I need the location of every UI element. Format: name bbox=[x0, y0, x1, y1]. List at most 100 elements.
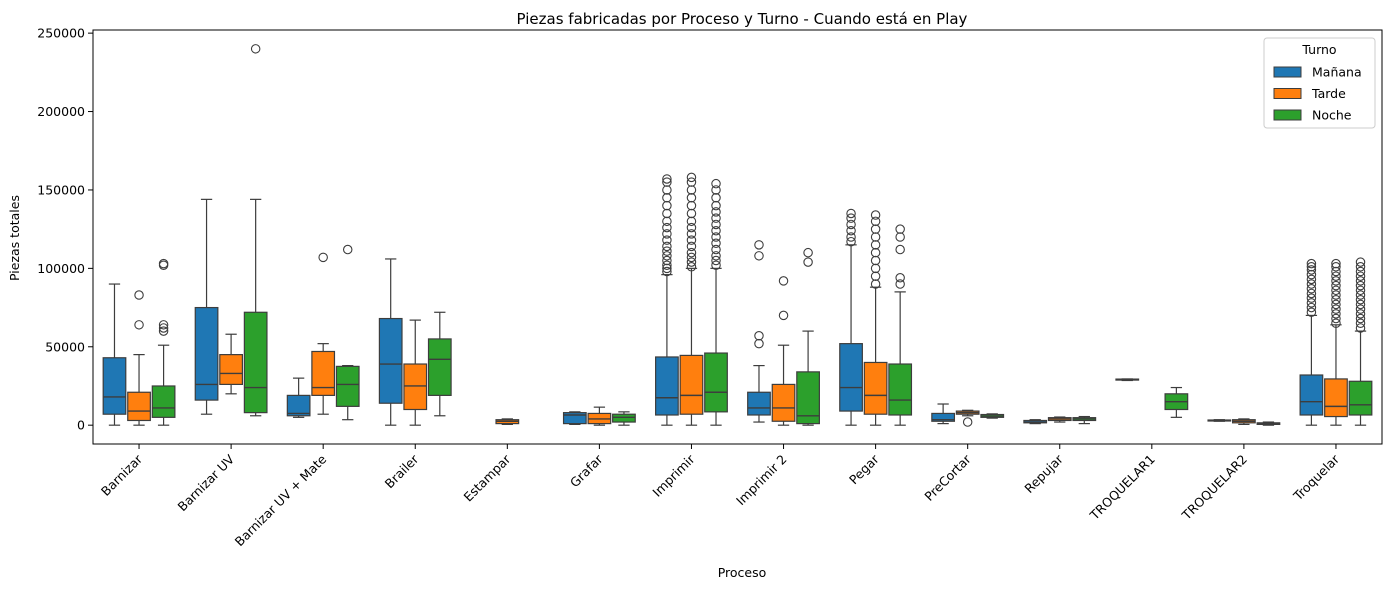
outlier-point bbox=[686, 193, 697, 203]
box-2-0 bbox=[286, 377, 311, 418]
box-body bbox=[704, 352, 728, 413]
legend-title: Turno bbox=[1301, 42, 1336, 57]
x-tick-label: Grafar bbox=[567, 451, 606, 490]
box-1-1 bbox=[219, 333, 244, 395]
box-2-1 bbox=[311, 252, 336, 415]
outlier-point bbox=[158, 258, 169, 269]
chart-title: Piezas fabricadas por Proceso y Turno - … bbox=[517, 10, 968, 28]
outlier-point bbox=[1355, 290, 1366, 300]
outlier-point bbox=[895, 279, 905, 289]
box-13-0 bbox=[1299, 258, 1324, 426]
outlier-point bbox=[754, 251, 764, 261]
outlier-point bbox=[870, 210, 881, 220]
y-axis-label: Piezas totales bbox=[7, 195, 22, 281]
outlier-point bbox=[1306, 283, 1317, 294]
outlier-point bbox=[1355, 299, 1366, 310]
outlier-point bbox=[1331, 271, 1341, 281]
outlier-point bbox=[846, 225, 856, 236]
outlier-point bbox=[711, 207, 721, 217]
outlier-point bbox=[870, 255, 881, 266]
outlier-point bbox=[711, 251, 721, 261]
box-1-2 bbox=[243, 44, 268, 417]
outlier-point bbox=[686, 222, 697, 233]
y-tick-label: 100000 bbox=[37, 261, 85, 276]
outlier-point bbox=[662, 266, 672, 277]
outlier-point bbox=[1306, 258, 1317, 269]
outlier-point bbox=[134, 320, 144, 330]
outlier-point bbox=[870, 240, 881, 250]
outlier-point bbox=[686, 252, 697, 263]
outlier-point bbox=[250, 44, 261, 54]
outlier-point bbox=[711, 219, 721, 230]
outlier-point bbox=[754, 240, 764, 250]
box-10-0 bbox=[1023, 419, 1048, 425]
outlier-point bbox=[686, 172, 697, 183]
box-7-1 bbox=[771, 276, 796, 426]
x-tick-label: Imprimir bbox=[649, 451, 698, 500]
box-0-2 bbox=[151, 258, 176, 426]
outlier-point bbox=[778, 276, 789, 286]
outlier-point bbox=[662, 177, 672, 187]
outlier-point bbox=[711, 244, 721, 255]
outlier-point bbox=[662, 246, 672, 256]
x-tick-label: TROQUELAR2 bbox=[1178, 452, 1250, 524]
box-body bbox=[311, 350, 336, 396]
box-body bbox=[427, 338, 452, 396]
y-tick-label: 150000 bbox=[37, 182, 85, 197]
outlier-point bbox=[1331, 309, 1341, 319]
outlier-point bbox=[662, 200, 672, 211]
box-0-1 bbox=[127, 290, 151, 426]
outlier-point bbox=[711, 232, 721, 242]
outlier-point bbox=[662, 174, 672, 184]
box-body bbox=[127, 391, 151, 422]
outlier-point bbox=[711, 260, 721, 270]
outlier-point bbox=[711, 213, 721, 223]
box-body bbox=[863, 361, 888, 415]
outlier-point bbox=[1355, 309, 1366, 319]
outlier-point bbox=[1306, 288, 1317, 299]
outlier-point bbox=[895, 273, 905, 283]
outlier-point bbox=[711, 185, 721, 195]
y-tick-label: 250000 bbox=[37, 26, 85, 41]
box-12-0 bbox=[1207, 419, 1232, 422]
x-tick-label: Barnizar UV + Mate bbox=[232, 451, 330, 549]
legend-entry: Mañana bbox=[1312, 65, 1362, 80]
outlier-point bbox=[1355, 285, 1366, 296]
outlier-point bbox=[895, 232, 905, 242]
outlier-point bbox=[846, 208, 856, 219]
outlier-point bbox=[846, 232, 856, 242]
outlier-point bbox=[870, 216, 881, 227]
outlier-point bbox=[662, 193, 672, 203]
box-0-0 bbox=[102, 283, 127, 426]
outlier-point bbox=[662, 241, 672, 252]
outlier-point bbox=[158, 320, 169, 330]
box-body bbox=[403, 363, 428, 411]
box-body bbox=[194, 306, 219, 401]
outlier-point bbox=[1331, 276, 1341, 286]
outlier-point bbox=[662, 263, 672, 274]
outlier-point bbox=[1355, 323, 1366, 333]
box-6-1 bbox=[679, 172, 704, 426]
outlier-point bbox=[662, 216, 672, 227]
outlier-point bbox=[686, 229, 697, 239]
box-5-2 bbox=[612, 411, 636, 426]
outlier-point bbox=[1331, 294, 1341, 305]
outlier-point bbox=[870, 247, 881, 258]
box-body bbox=[335, 365, 360, 407]
outlier-point bbox=[686, 200, 697, 211]
outlier-point bbox=[686, 247, 697, 258]
outlier-point bbox=[1355, 318, 1366, 328]
outlier-point bbox=[1331, 299, 1341, 310]
x-tick-label: Troquelar bbox=[1290, 451, 1343, 504]
outlier-point bbox=[1355, 280, 1366, 291]
box-9-0 bbox=[931, 403, 956, 425]
box-body bbox=[655, 356, 679, 416]
outlier-point bbox=[1306, 262, 1317, 272]
box-5-0 bbox=[562, 411, 587, 425]
outlier-point bbox=[1331, 290, 1341, 300]
y-tick-label: 50000 bbox=[45, 339, 85, 354]
outlier-point bbox=[1331, 258, 1341, 269]
outlier-point bbox=[662, 235, 672, 245]
